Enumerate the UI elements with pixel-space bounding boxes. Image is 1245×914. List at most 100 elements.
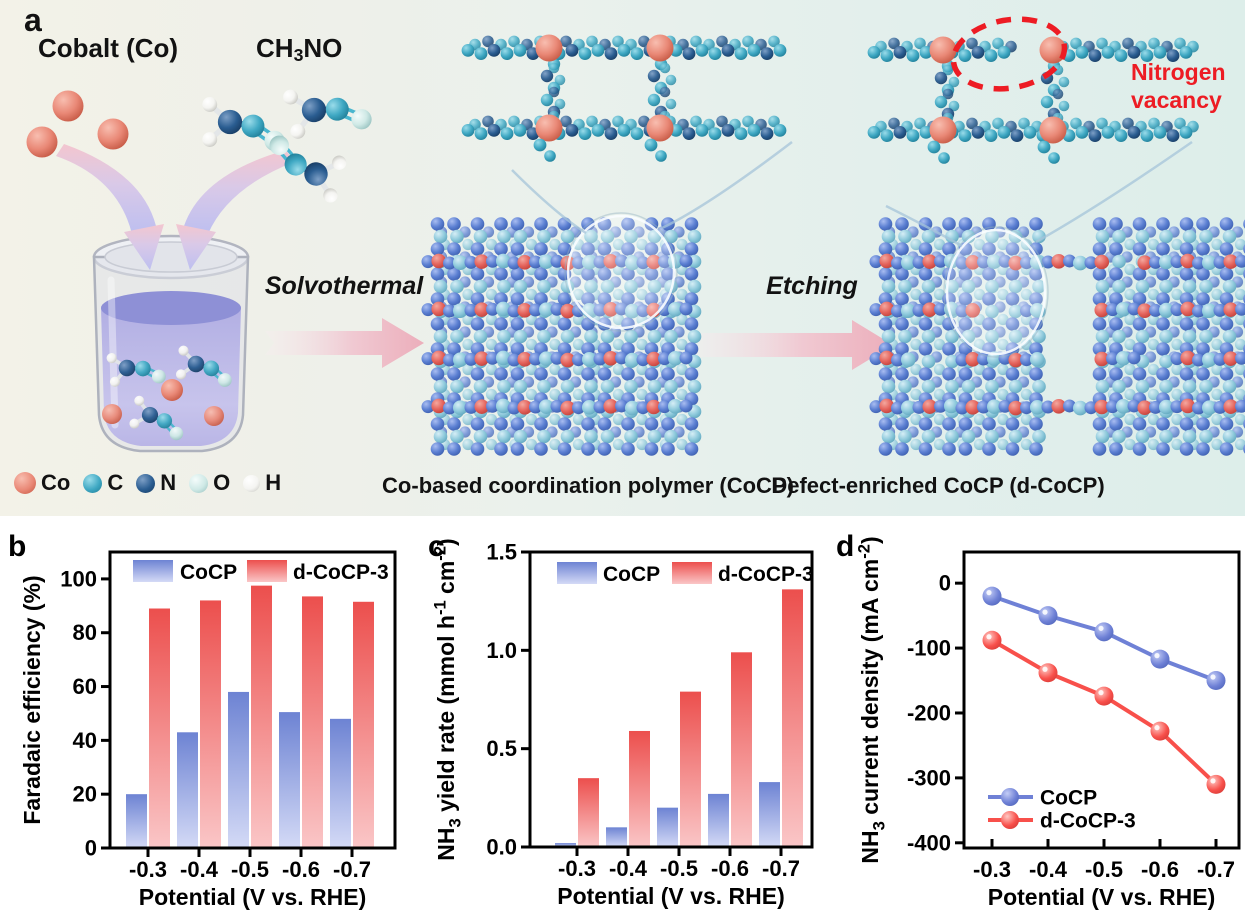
lattice-bead: [1180, 398, 1196, 414]
ladder-bead: [716, 35, 728, 48]
lattice-bead: [1109, 417, 1123, 431]
atom-legend-item-h: H: [243, 470, 281, 496]
lattice-bead: [470, 417, 485, 431]
lattice-bead: [1124, 388, 1136, 401]
ladder-bead: [508, 35, 520, 48]
lattice-bead: [1223, 399, 1239, 414]
ladder-bead: [513, 123, 527, 137]
ladder-bead: [934, 71, 948, 85]
co-atom: [929, 36, 957, 64]
lattice-bead: [1020, 388, 1033, 401]
ladder-bead: [682, 127, 696, 140]
lattice-bead: [910, 438, 922, 451]
lattice-bead: [997, 238, 1009, 251]
ladder-bead: [474, 127, 488, 140]
lattice-bead: [430, 217, 445, 231]
lattice-bead: [921, 329, 936, 344]
data-point: [1150, 649, 1170, 669]
ladder-bead: [1114, 129, 1128, 143]
x-axis-title: Potential (V vs. RHE): [139, 884, 366, 910]
lattice-bead: [881, 229, 896, 244]
lattice-bead: [1223, 254, 1239, 269]
c-atom: [241, 114, 265, 138]
bar: [680, 691, 701, 847]
lattice-bead: [513, 279, 528, 294]
lattice-bead: [525, 438, 538, 451]
lattice-bead: [918, 267, 933, 281]
lattice-bead: [443, 256, 456, 270]
lattice-bead: [1196, 317, 1210, 331]
solvothermal-step-label: Solvothermal: [264, 272, 424, 300]
pour-arrow-left-head: [124, 224, 164, 270]
lattice-bead: [676, 313, 688, 326]
lattice-bead: [1192, 401, 1205, 415]
lattice-bead: [1234, 288, 1245, 301]
y-tick-label: 80: [73, 620, 97, 645]
lattice-bead: [895, 317, 909, 331]
lattice-bead: [494, 417, 508, 431]
lattice-bead: [581, 367, 595, 381]
lattice-bead: [933, 438, 946, 451]
data-point-highlight: [1042, 609, 1048, 615]
lattice-bead: [557, 317, 572, 331]
lattice-bead: [600, 429, 615, 444]
lattice-bead: [549, 388, 561, 401]
lattice-bead: [1008, 352, 1024, 368]
lattice-bead: [921, 229, 936, 244]
atom-legend-label: Co: [41, 470, 71, 495]
x-tick-label: -0.5: [660, 856, 698, 881]
lattice-bead: [644, 292, 659, 306]
ladder-bead: [560, 35, 572, 48]
lattice-bead: [572, 313, 585, 326]
lattice-bead: [447, 442, 461, 456]
lattice-bead: [973, 338, 986, 351]
lattice-bead: [1211, 413, 1223, 426]
chart-nh3-current-density: d 0 -100 -200 -300 -400 -0.3 -0.4 -0.5 -0.6 -0.7Po…: [820, 520, 1245, 914]
lattice-bead: [1159, 329, 1173, 344]
c-atom: [325, 97, 349, 121]
plot-frame: [108, 550, 397, 850]
lattice-bead: [1199, 379, 1213, 394]
data-point-highlight: [986, 590, 992, 596]
lattice-bead: [538, 351, 554, 366]
ladder-bead: [880, 49, 894, 62]
lattice-bead: [942, 242, 956, 256]
lattice-bead: [1234, 338, 1245, 351]
lattice-bead: [646, 254, 662, 270]
lattice-bead: [1171, 413, 1183, 426]
lattice-bead: [986, 399, 1002, 414]
lattice-bead: [462, 238, 474, 251]
cocp-lattice: [421, 217, 702, 456]
x-axis-title: Potential (V vs. RHE): [557, 883, 784, 909]
lattice-bead: [982, 317, 996, 331]
lattice-bead: [1171, 388, 1183, 401]
atom-legend-label: O: [213, 470, 231, 495]
lattice-bead: [433, 329, 448, 344]
lattice-bead: [560, 229, 575, 244]
x-axis-title: Potential (V vs. RHE): [988, 884, 1215, 910]
series-line: [990, 638, 1218, 786]
ladder-bead: [997, 125, 1011, 139]
lattice-bead: [878, 217, 893, 231]
lattice-bead: [1149, 400, 1162, 414]
ladder-bead: [665, 98, 677, 110]
lattice-bead: [1213, 255, 1227, 269]
lattice-bead: [597, 242, 612, 256]
ladder-bead: [942, 88, 954, 100]
lattice-bead: [1171, 313, 1183, 326]
lattice-bead: [550, 399, 564, 413]
ladder-bead: [544, 150, 556, 162]
zoom-callout-line: [885, 204, 963, 248]
lattice-bead: [1182, 279, 1197, 294]
lattice-bead: [1159, 429, 1173, 444]
lattice-bead: [525, 313, 538, 326]
ladder-bead: [1075, 46, 1089, 59]
ladder-bead: [1166, 129, 1180, 143]
lattice-bead: [679, 254, 693, 268]
lattice-bead: [977, 352, 990, 366]
lattice-bead: [550, 351, 564, 365]
lattice-bead: [1219, 417, 1234, 431]
lattice-bead: [1132, 242, 1147, 256]
lattice-bead: [900, 352, 916, 368]
lattice-bead: [1199, 229, 1213, 244]
